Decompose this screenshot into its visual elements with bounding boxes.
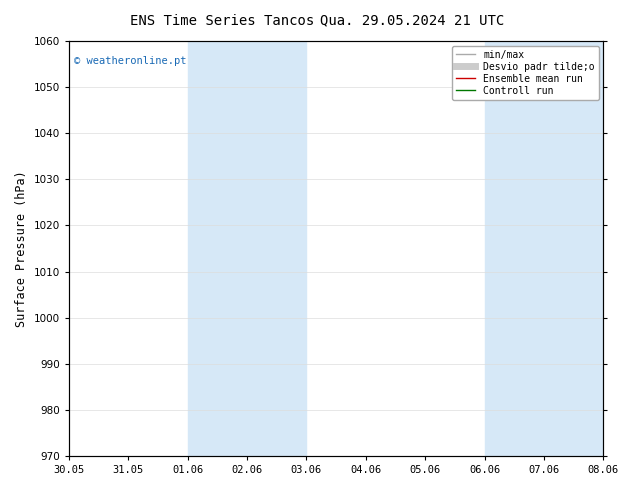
Bar	[188, 41, 306, 456]
Text: ENS Time Series Tancos: ENS Time Series Tancos	[130, 14, 314, 28]
Legend: min/max, Desvio padr tilde;o, Ensemble mean run, Controll run: min/max, Desvio padr tilde;o, Ensemble m…	[452, 46, 598, 99]
Text: Qua. 29.05.2024 21 UTC: Qua. 29.05.2024 21 UTC	[320, 14, 504, 28]
Text: © weatheronline.pt: © weatheronline.pt	[74, 55, 186, 66]
Bar	[484, 41, 604, 456]
Y-axis label: Surface Pressure (hPa): Surface Pressure (hPa)	[15, 170, 28, 327]
